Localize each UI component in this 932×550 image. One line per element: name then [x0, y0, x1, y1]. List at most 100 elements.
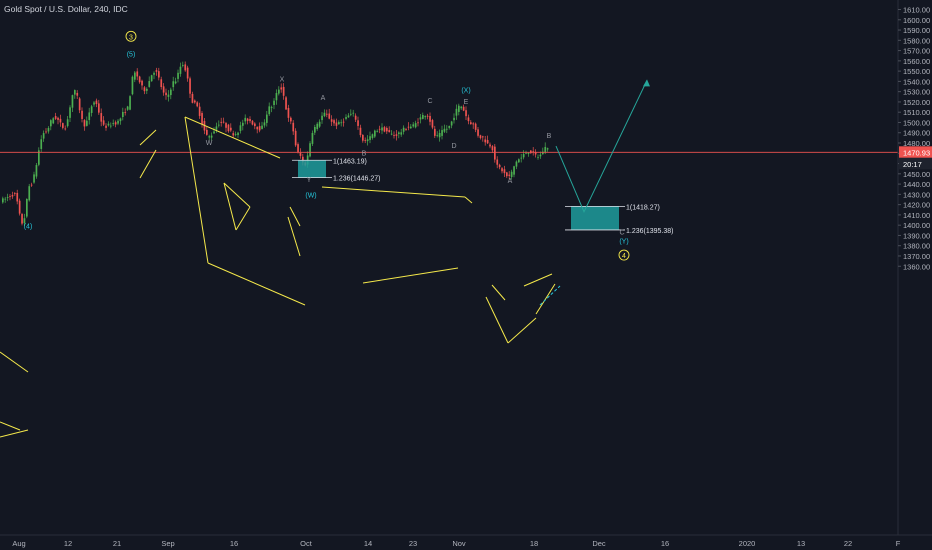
candle-body: [74, 90, 76, 95]
candle-body: [270, 107, 273, 109]
candle-body: [93, 102, 95, 105]
trendline[interactable]: [535, 283, 556, 315]
candle-body: [40, 139, 43, 149]
candle-body: [522, 154, 525, 158]
candle-body: [345, 117, 347, 119]
wave-label: W: [206, 140, 213, 147]
candle-body: [42, 133, 45, 139]
candle-body: [213, 131, 215, 134]
candle-body: [170, 89, 172, 96]
trendline[interactable]: [139, 149, 157, 179]
current-price-badge[interactable]: [899, 146, 932, 158]
trendline[interactable]: [0, 421, 21, 431]
fib-target-zone[interactable]: [298, 160, 326, 178]
candle-body: [350, 113, 352, 115]
wave-label: (5): [127, 52, 136, 59]
price-tick-label: 1450.00: [903, 170, 930, 179]
candle-body: [414, 123, 417, 128]
candle-body: [210, 135, 213, 138]
trendline[interactable]: [287, 216, 301, 257]
candle-body: [69, 107, 71, 118]
candle-body: [328, 113, 331, 119]
wave-label: 3: [129, 34, 133, 41]
candle-body: [52, 118, 55, 124]
candle-body: [88, 112, 91, 121]
trendline[interactable]: [491, 284, 506, 301]
projection-path[interactable]: [555, 80, 648, 214]
symbol-title[interactable]: Gold Spot / U.S. Dollar, 240, IDC: [4, 4, 128, 14]
price-tick-label: 1490.00: [903, 129, 930, 138]
candle-body: [150, 75, 153, 82]
wave-label: C: [427, 98, 432, 105]
candle-body: [515, 161, 518, 167]
trendline[interactable]: [289, 206, 301, 227]
candle-body: [506, 172, 508, 177]
trendline[interactable]: [223, 182, 237, 231]
countdown-label: 20:17: [903, 160, 922, 169]
wave-label: (Y): [619, 239, 628, 246]
candle-body: [143, 87, 146, 92]
time-tick-label: Sep: [161, 539, 174, 548]
candle-body: [299, 152, 302, 156]
candle-body: [491, 146, 494, 151]
candle-body: [227, 124, 230, 132]
trendline[interactable]: [485, 296, 509, 344]
countdown-badge: [899, 157, 932, 170]
candle-body: [131, 76, 134, 95]
candle-body: [189, 78, 191, 94]
trendline[interactable]: [507, 317, 537, 344]
candle-body: [342, 121, 345, 123]
candle-body: [323, 112, 326, 117]
wave-label: Y: [307, 177, 312, 184]
price-tick-label: 1400.00: [903, 221, 930, 230]
fib-target-zone[interactable]: [571, 206, 619, 230]
trendline[interactable]: [184, 116, 281, 159]
candle-body: [14, 193, 16, 194]
trendline[interactable]: [223, 182, 251, 208]
candle-body: [124, 111, 127, 113]
trendline[interactable]: [362, 267, 459, 284]
candle-body: [107, 123, 110, 126]
trendline[interactable]: [0, 351, 29, 373]
trendline[interactable]: [0, 429, 29, 438]
candle-body: [167, 94, 170, 97]
candle-body: [381, 127, 383, 131]
trendline[interactable]: [464, 196, 473, 204]
time-tick-label: Dec: [592, 539, 606, 548]
candle-body: [45, 131, 47, 133]
candle-body: [402, 127, 405, 132]
candle-body: [318, 121, 321, 127]
time-tick-label: 18: [530, 539, 538, 548]
candle-body: [208, 136, 211, 138]
trendline[interactable]: [235, 206, 251, 231]
dashed-channel-line[interactable]: [539, 285, 561, 306]
candle-body: [177, 72, 179, 79]
candle-body: [302, 156, 304, 163]
candle-body: [412, 124, 415, 127]
candle-body: [357, 120, 359, 126]
trendline[interactable]: [184, 116, 209, 264]
candle-body: [520, 157, 523, 159]
candle-body: [251, 120, 254, 125]
candle-body: [359, 127, 362, 136]
trendline[interactable]: [139, 129, 157, 146]
candle-body: [30, 184, 33, 186]
candle-body: [455, 108, 458, 116]
candle-body: [38, 150, 40, 165]
candle-body: [155, 70, 158, 72]
candle-body: [484, 139, 487, 143]
time-axis[interactable]: Aug 12 21 Sep 16 Oct 14 23 Nov 18 Dec 16 2020 13 22 F: [0, 534, 932, 548]
fib-level-label: 1.236(1395.38): [626, 228, 673, 235]
trendline[interactable]: [207, 262, 306, 306]
candle-body: [112, 123, 115, 125]
trendline[interactable]: [523, 273, 553, 287]
candle-body: [242, 122, 244, 126]
price-tick-label: 1560.00: [903, 57, 930, 66]
trendline[interactable]: [321, 186, 466, 198]
candle-body: [527, 152, 530, 154]
price-tick-label: 1380.00: [903, 242, 930, 251]
candle-body: [234, 134, 237, 135]
candle-body: [532, 151, 535, 153]
